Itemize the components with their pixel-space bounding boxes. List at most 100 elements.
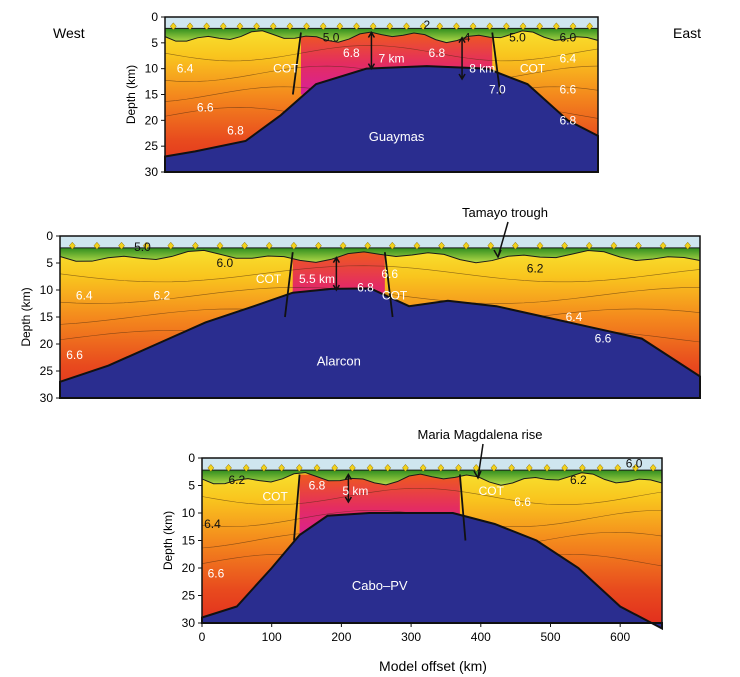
cot-boundary xyxy=(458,474,467,541)
velocity-label: 6.4 xyxy=(204,517,221,531)
cot-boundary xyxy=(291,32,302,95)
east-label: East xyxy=(673,25,702,41)
cot-boundary xyxy=(383,252,394,318)
station-marker xyxy=(253,22,260,31)
station-marker xyxy=(486,22,494,31)
y-tick-label: 30 xyxy=(182,616,196,630)
velocity-label: 6.0 xyxy=(559,31,576,45)
sediment-layer xyxy=(201,469,663,486)
station-marker xyxy=(561,241,568,250)
velocity-label: 6.8 xyxy=(357,280,374,294)
station-marker xyxy=(295,464,303,472)
station-marker xyxy=(315,241,322,250)
station-marker xyxy=(635,241,642,250)
y-tick-label: 30 xyxy=(145,165,159,179)
station-marker xyxy=(336,22,344,31)
annotation-arrow xyxy=(497,221,509,258)
station-marker xyxy=(419,464,427,472)
thickness-arrow-head xyxy=(344,473,353,480)
station-marker xyxy=(490,464,498,472)
feature-annotation: Tamayo trough xyxy=(462,205,548,220)
station-marker xyxy=(265,241,273,250)
velocity-label: COT xyxy=(479,484,505,498)
velocity-label: 6.4 xyxy=(177,62,194,76)
station-marker xyxy=(536,22,544,31)
thickness-arrow-head xyxy=(332,284,341,292)
station-marker xyxy=(313,464,321,472)
station-marker xyxy=(519,22,527,31)
x-tick-label: 200 xyxy=(331,630,351,644)
station-marker xyxy=(503,22,510,31)
sediment-layer xyxy=(164,27,599,44)
station-marker xyxy=(192,241,199,250)
station-marker xyxy=(219,22,227,31)
station-marker xyxy=(403,22,410,31)
station-marker xyxy=(207,464,215,472)
x-tick-label: 500 xyxy=(540,630,560,644)
station-marker xyxy=(553,22,560,31)
station-marker xyxy=(462,241,470,250)
y-tick-label: 15 xyxy=(40,310,54,324)
station-marker xyxy=(260,464,268,472)
thickness-arrow-head xyxy=(344,496,353,504)
y-axis-title: Depth (km) xyxy=(124,65,138,124)
y-tick-label: 0 xyxy=(188,451,195,465)
station-marker xyxy=(402,464,409,472)
station-marker xyxy=(413,241,421,250)
y-axis-title: Depth (km) xyxy=(161,511,175,570)
station-marker xyxy=(525,464,533,472)
velocity-label: 6.0 xyxy=(217,256,234,270)
station-marker xyxy=(142,241,150,250)
water-layer xyxy=(165,17,598,29)
station-marker xyxy=(579,464,586,472)
velocity-label: 6.2 xyxy=(527,261,544,275)
station-marker xyxy=(278,464,285,472)
basin-label: Cabo–PV xyxy=(352,578,408,593)
x-tick-label: 400 xyxy=(471,630,491,644)
station-marker xyxy=(487,241,495,250)
thickness-arrow-head xyxy=(458,36,466,44)
station-marker xyxy=(610,241,618,250)
station-marker xyxy=(241,241,248,250)
velocity-label: 6.2 xyxy=(153,288,170,302)
velocity-label: 5.0 xyxy=(134,240,151,254)
station-marker xyxy=(186,22,194,31)
station-marker xyxy=(349,464,356,472)
station-marker xyxy=(512,241,519,250)
velocity-label: 6.6 xyxy=(66,348,83,362)
station-marker xyxy=(386,22,394,31)
station-marker xyxy=(353,22,360,31)
station-marker xyxy=(508,464,515,472)
panel-guaymas: 5.0 2 4 5.0 6.0 6.4 6.8 6.8 6.4 COT COT 7 km 8 km 7.0… xyxy=(124,10,599,179)
velocity-label: 6.8 xyxy=(343,46,360,60)
station-marker xyxy=(93,241,101,250)
station-marker xyxy=(269,22,277,31)
station-marker xyxy=(339,241,347,250)
station-marker xyxy=(469,22,477,31)
y-tick-label: 5 xyxy=(188,479,195,493)
velocity-label: 5 km xyxy=(342,484,368,498)
station-marker xyxy=(419,22,427,31)
station-marker xyxy=(436,22,444,31)
velocity-label: COT xyxy=(382,288,408,302)
annotation-arrow-head xyxy=(473,470,482,480)
station-marker xyxy=(118,241,125,250)
station-marker xyxy=(472,464,480,472)
velocity-label: 6.8 xyxy=(559,113,576,127)
west-label: West xyxy=(53,25,85,41)
y-tick-label: 0 xyxy=(151,10,158,24)
station-marker xyxy=(167,241,175,250)
velocity-label: 6.6 xyxy=(208,567,225,581)
y-tick-label: 20 xyxy=(145,113,159,127)
thickness-arrow-head xyxy=(367,31,376,38)
velocity-label: COT xyxy=(520,62,546,76)
panel-cabo-pv: 6.2 COT 6.8 5 km COT 6.6 6.2 6.0 6.4 6.6 Cabo–PV 0 5… xyxy=(161,427,663,644)
station-marker xyxy=(632,464,639,472)
station-marker xyxy=(331,464,339,472)
velocity-label: 6.6 xyxy=(595,332,612,346)
station-marker xyxy=(438,241,445,250)
cot-boundary xyxy=(293,474,301,541)
velocity-contour xyxy=(201,487,663,506)
station-marker xyxy=(236,22,244,31)
station-marker xyxy=(536,241,544,250)
